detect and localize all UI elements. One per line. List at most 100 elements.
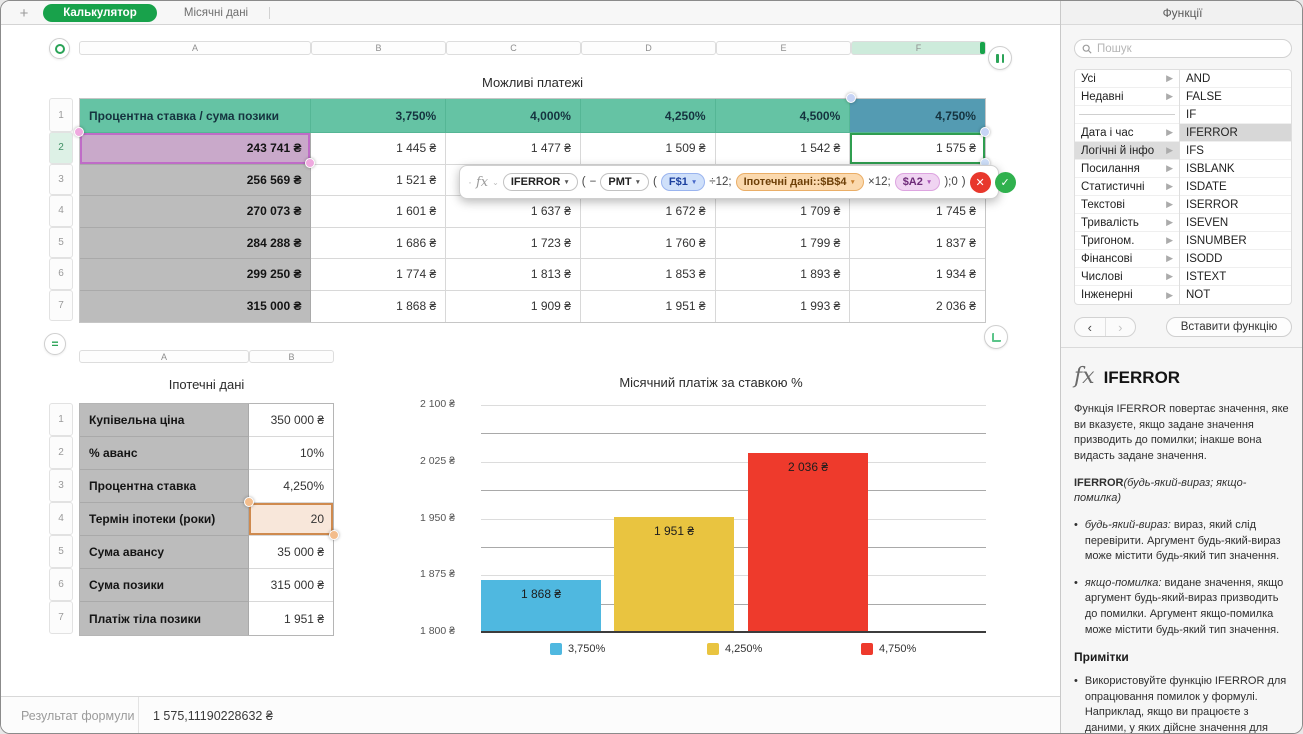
cell-a6[interactable]: 299 250 ₴ xyxy=(80,259,312,291)
cell-e1[interactable]: 4,500% xyxy=(715,99,851,133)
category-trigonometric[interactable]: Тригоном. ▶ xyxy=(1075,232,1179,250)
cell-b5[interactable]: 1 686 ₴ xyxy=(311,227,447,259)
table2-column-header-a[interactable]: A xyxy=(79,350,249,363)
accept-button[interactable]: ✓ xyxy=(994,171,1016,193)
t2-cell-b5[interactable]: 35 000 ₴ xyxy=(248,536,333,569)
cell-a3[interactable]: 256 569 ₴ xyxy=(80,164,312,196)
row-number-1[interactable]: 1 xyxy=(49,98,73,132)
column-header-f[interactable]: F xyxy=(851,41,986,55)
cell-b1[interactable]: 3,750% xyxy=(311,99,447,133)
blue-selection-handle[interactable] xyxy=(980,127,990,137)
t2-cell-b7[interactable]: 1 951 ₴ xyxy=(248,602,333,635)
cell-b4[interactable]: 1 601 ₴ xyxy=(311,196,447,228)
add-sheet-button[interactable]: + xyxy=(15,4,33,22)
category-duration[interactable]: Тривалість ▶ xyxy=(1075,214,1179,232)
formula-editor[interactable]: · fx ⌄ IFERROR ▼ ( − PMT ▼ ( F$1 ▼ ÷12; Іпо… xyxy=(459,165,1016,199)
category-logical-info[interactable]: Логічні й інфо ▶ xyxy=(1075,142,1179,160)
row-number-5[interactable]: 5 xyxy=(49,226,73,258)
legend-item[interactable]: 3,750% xyxy=(550,642,605,656)
t2-cell-b3[interactable]: 4,250% xyxy=(248,470,333,503)
t2-cell-a4[interactable]: Термін іпотеки (роки) xyxy=(80,503,249,536)
t2-cell-a5[interactable]: Сума авансу xyxy=(80,536,249,569)
category-reference[interactable]: Посилання ▶ xyxy=(1075,160,1179,178)
cell-e6[interactable]: 1 893 ₴ xyxy=(715,259,851,291)
category-recent[interactable]: Недавні ▶ xyxy=(1075,88,1179,106)
row-number-2[interactable]: 2 xyxy=(49,132,73,164)
cell-b2[interactable]: 1 445 ₴ xyxy=(311,133,447,165)
cell-b6[interactable]: 1 774 ₴ xyxy=(311,259,447,291)
t2-row-number-3[interactable]: 3 xyxy=(49,469,73,502)
cell-a4[interactable]: 270 073 ₴ xyxy=(80,196,312,228)
cell-e5[interactable]: 1 799 ₴ xyxy=(715,227,851,259)
function-isblank[interactable]: ISBLANK xyxy=(1180,160,1291,178)
add-column-button[interactable] xyxy=(988,46,1012,70)
column-header-b[interactable]: B xyxy=(311,41,446,55)
t2-cell-a6[interactable]: Сума позики xyxy=(80,569,249,602)
function-isodd[interactable]: ISODD xyxy=(1180,250,1291,268)
t2-cell-b6[interactable]: 315 000 ₴ xyxy=(248,569,333,602)
cancel-button[interactable]: ✕ xyxy=(969,171,991,193)
t2-row-number-2[interactable]: 2 xyxy=(49,436,73,469)
function-iseven[interactable]: ISEVEN xyxy=(1180,214,1291,232)
cell-c5[interactable]: 1 723 ₴ xyxy=(446,227,581,259)
cell-d6[interactable]: 1 853 ₴ xyxy=(580,259,716,291)
cell-d1[interactable]: 4,250% xyxy=(580,99,716,133)
cell-d5[interactable]: 1 760 ₴ xyxy=(580,227,716,259)
t2-row-number-6[interactable]: 6 xyxy=(49,568,73,601)
function-isdate[interactable]: ISDATE xyxy=(1180,178,1291,196)
t2-cell-b4-referenced[interactable]: 20 xyxy=(248,503,333,536)
cell-b7[interactable]: 1 868 ₴ xyxy=(311,290,447,322)
blue-selection-handle[interactable] xyxy=(846,93,856,103)
cell-d7[interactable]: 1 951 ₴ xyxy=(580,290,716,322)
cell-c1[interactable]: 4,000% xyxy=(446,99,581,133)
t2-row-number-4[interactable]: 4 xyxy=(49,502,73,535)
tab-calculator[interactable]: Калькулятор xyxy=(43,4,157,22)
table2-handle-icon[interactable]: = xyxy=(44,333,66,355)
table2-column-header-b[interactable]: B xyxy=(249,350,334,363)
column-header-c[interactable]: C xyxy=(446,41,581,55)
function-iserror[interactable]: ISERROR xyxy=(1180,196,1291,214)
chart-bar-3750[interactable]: 1 868 ₴ xyxy=(481,579,601,631)
row-number-4[interactable]: 4 xyxy=(49,195,73,227)
t2-row-number-1[interactable]: 1 xyxy=(49,403,73,436)
t2-row-number-7[interactable]: 7 xyxy=(49,601,73,634)
row-number-6[interactable]: 6 xyxy=(49,258,73,290)
cell-e2[interactable]: 1 542 ₴ xyxy=(715,133,851,165)
grip-icon[interactable]: · xyxy=(468,175,472,189)
chart-bar-4250[interactable]: 1 951 ₴ xyxy=(614,517,734,631)
t2-cell-a7[interactable]: Платіж тіла позики xyxy=(80,602,249,635)
function-istext[interactable]: ISTEXT xyxy=(1180,268,1291,286)
back-icon[interactable]: ‹ xyxy=(1075,318,1106,336)
cell-d2[interactable]: 1 509 ₴ xyxy=(580,133,716,165)
table-resize-button[interactable] xyxy=(984,325,1008,349)
token-ref-mortgage-b4[interactable]: Іпотечні дані::$B$4 ▼ xyxy=(735,173,864,191)
token-iferror[interactable]: IFERROR ▼ xyxy=(502,173,578,191)
cell-a7[interactable]: 315 000 ₴ xyxy=(80,290,312,322)
category-all[interactable]: Усі ▶ xyxy=(1075,70,1179,88)
cell-a5[interactable]: 284 288 ₴ xyxy=(80,227,312,259)
t2-cell-b1[interactable]: 350 000 ₴ xyxy=(248,404,333,437)
payments-table[interactable]: Процентна ставка / сума позики 3,750% 4,… xyxy=(79,98,986,323)
cell-c4[interactable]: 1 637 ₴ xyxy=(446,196,581,228)
token-ref-f1[interactable]: F$1 ▼ xyxy=(660,173,706,191)
insert-function-button[interactable]: Вставити функцію xyxy=(1166,317,1292,337)
cell-f2-selected[interactable]: 1 575 ₴ xyxy=(850,133,985,165)
cell-c6[interactable]: 1 813 ₴ xyxy=(446,259,581,291)
tab-monthly-data[interactable]: Місячні дані xyxy=(183,7,249,19)
purple-selection-handle[interactable] xyxy=(305,158,315,168)
legend-item[interactable]: 4,750% xyxy=(861,642,916,656)
row-number-7[interactable]: 7 xyxy=(49,289,73,321)
orange-selection-handle[interactable] xyxy=(329,530,339,540)
cell-f5[interactable]: 1 837 ₴ xyxy=(850,227,985,259)
token-pmt[interactable]: PMT ▼ xyxy=(600,173,650,191)
cell-d4[interactable]: 1 672 ₴ xyxy=(580,196,716,228)
category-date-time[interactable]: Дата і час ▶ xyxy=(1075,124,1179,142)
function-false[interactable]: FALSE xyxy=(1180,88,1291,106)
column-header-e[interactable]: E xyxy=(716,41,851,55)
category-financial[interactable]: Фінансові ▶ xyxy=(1075,250,1179,268)
category-numeric[interactable]: Числові ▶ xyxy=(1075,268,1179,286)
category-statistical[interactable]: Статистичні ▶ xyxy=(1075,178,1179,196)
cell-b3[interactable]: 1 521 ₴ xyxy=(311,164,447,196)
token-ref-a2[interactable]: $A2 ▼ xyxy=(894,173,941,191)
cell-a1[interactable]: Процентна ставка / сума позики xyxy=(80,99,312,133)
